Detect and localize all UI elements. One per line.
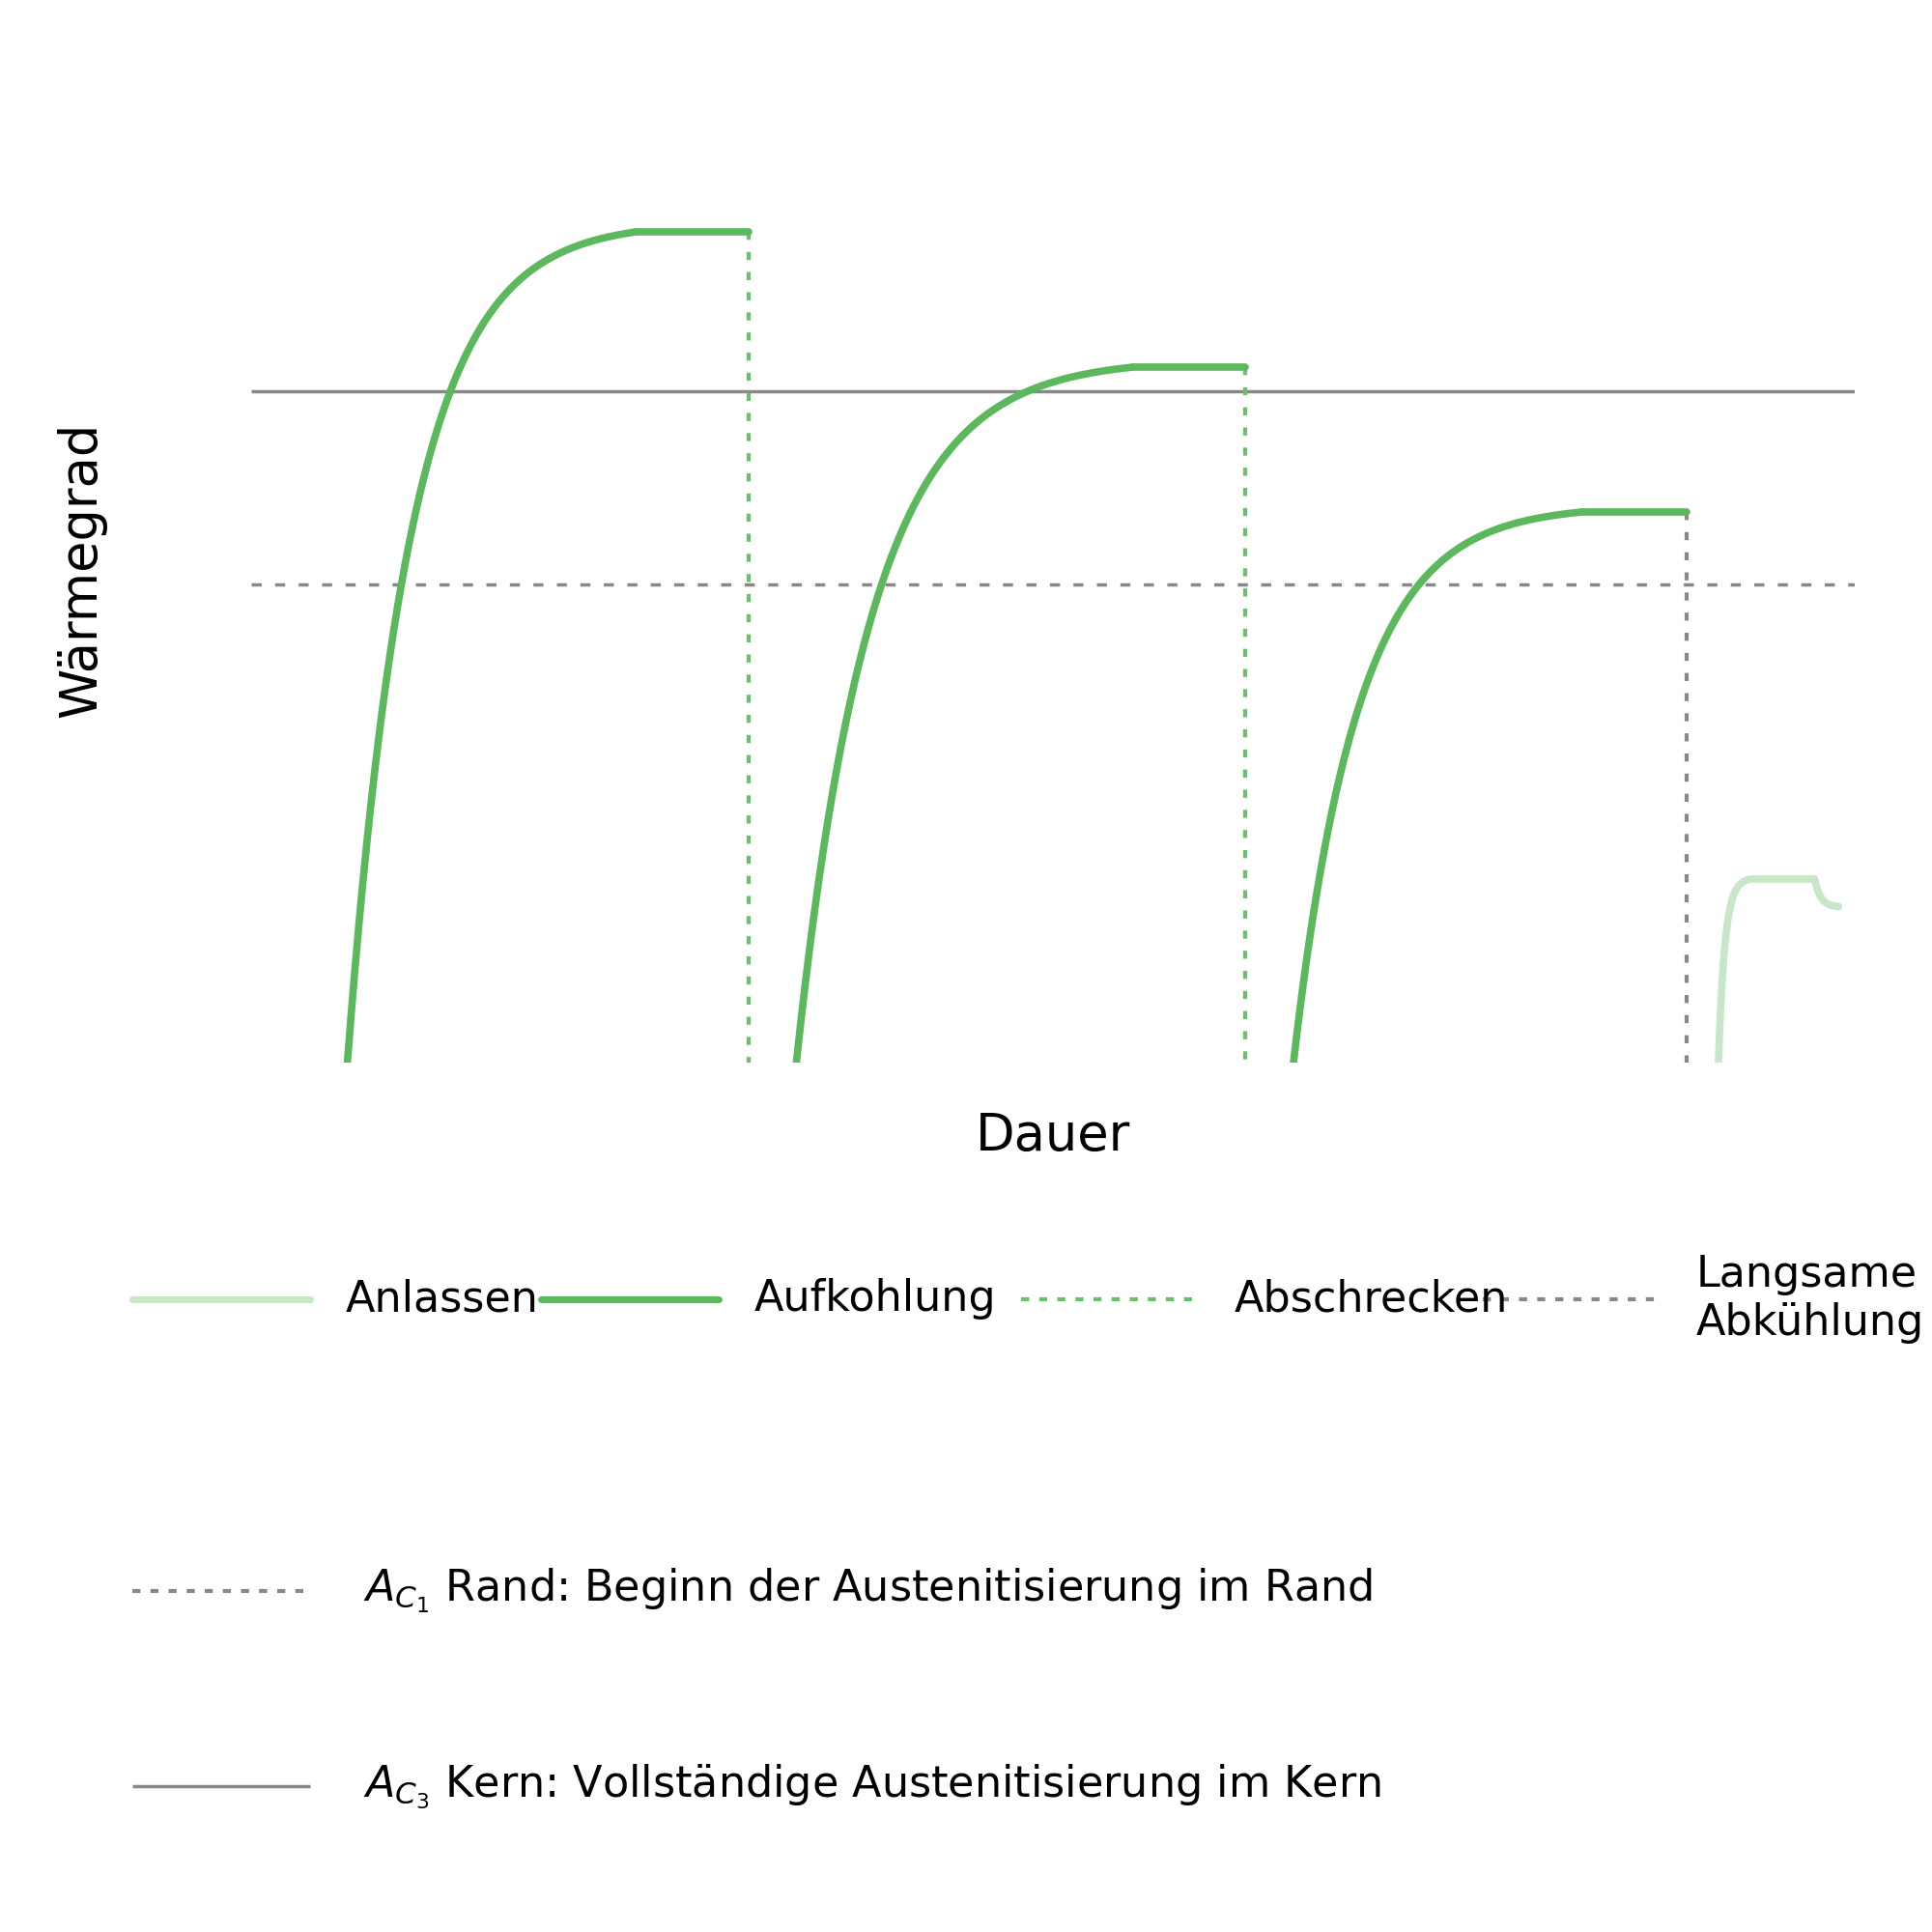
Text: Langsame
Abkühlung: Langsame Abkühlung bbox=[1696, 1254, 1924, 1345]
Text: Wärmegrad: Wärmegrad bbox=[56, 421, 106, 719]
Text: $A_{C_1}$ Rand: Beginn der Austenitisierung im Rand: $A_{C_1}$ Rand: Beginn der Austenitisier… bbox=[363, 1567, 1374, 1615]
Text: Dauer: Dauer bbox=[976, 1111, 1130, 1161]
Text: $A_{C_3}$ Kern: Vollständige Austenitisierung im Kern: $A_{C_3}$ Kern: Vollständige Austenitisi… bbox=[363, 1762, 1381, 1810]
Text: Aufkohlung: Aufkohlung bbox=[753, 1279, 997, 1320]
Text: Anlassen: Anlassen bbox=[346, 1279, 539, 1320]
Text: Abschrecken: Abschrecken bbox=[1235, 1279, 1507, 1320]
